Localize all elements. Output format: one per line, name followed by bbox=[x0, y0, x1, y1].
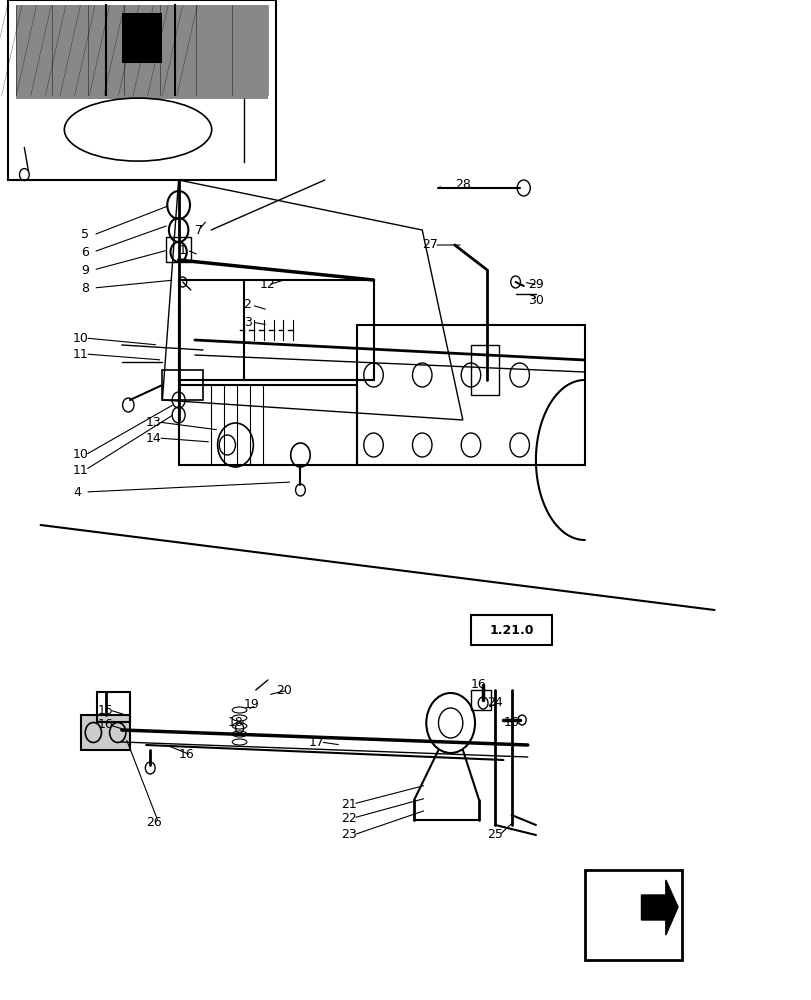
Bar bbox=[81, 715, 130, 750]
Text: 10: 10 bbox=[73, 448, 89, 462]
Text: 16: 16 bbox=[97, 718, 113, 732]
Text: 13: 13 bbox=[146, 416, 161, 428]
Text: 8: 8 bbox=[81, 282, 89, 294]
Text: 25: 25 bbox=[487, 828, 503, 842]
Text: 16: 16 bbox=[178, 748, 194, 762]
Bar bbox=[122, 13, 162, 63]
Text: 10: 10 bbox=[73, 332, 89, 344]
Text: 16: 16 bbox=[470, 678, 486, 692]
Text: 9: 9 bbox=[81, 263, 89, 276]
Text: 7: 7 bbox=[195, 224, 203, 236]
Text: 18: 18 bbox=[227, 716, 243, 728]
Bar bbox=[162, 370, 203, 400]
Text: 21: 21 bbox=[341, 798, 356, 810]
Text: 5: 5 bbox=[81, 229, 89, 241]
Text: 22: 22 bbox=[341, 812, 356, 824]
Bar bbox=[97, 692, 130, 722]
Text: 20: 20 bbox=[276, 684, 292, 696]
Bar bbox=[470, 345, 499, 395]
Text: 4: 4 bbox=[73, 486, 81, 498]
Polygon shape bbox=[641, 880, 677, 935]
Text: 24: 24 bbox=[487, 696, 502, 708]
Bar bbox=[470, 615, 551, 645]
Bar bbox=[178, 280, 373, 380]
Text: 6: 6 bbox=[81, 245, 89, 258]
FancyBboxPatch shape bbox=[16, 5, 268, 99]
Text: 28: 28 bbox=[454, 178, 470, 192]
Text: 26: 26 bbox=[146, 816, 161, 828]
Bar bbox=[584, 870, 681, 960]
Text: 19: 19 bbox=[243, 698, 259, 712]
Text: 29: 29 bbox=[527, 278, 543, 292]
Text: 11: 11 bbox=[73, 464, 88, 477]
Ellipse shape bbox=[64, 98, 212, 161]
Text: 15: 15 bbox=[97, 704, 114, 716]
Text: 23: 23 bbox=[341, 828, 356, 842]
Text: 14: 14 bbox=[146, 432, 161, 444]
Text: 1: 1 bbox=[178, 243, 187, 256]
Text: 12: 12 bbox=[260, 278, 275, 292]
Bar bbox=[166, 237, 191, 262]
Text: 16: 16 bbox=[503, 716, 518, 728]
Text: 11: 11 bbox=[73, 348, 88, 360]
Text: 2: 2 bbox=[243, 298, 251, 312]
Text: 3: 3 bbox=[243, 316, 251, 328]
Text: 30: 30 bbox=[527, 294, 543, 306]
Bar bbox=[470, 690, 491, 710]
Text: 27: 27 bbox=[422, 238, 438, 251]
Bar bbox=[357, 325, 584, 465]
Bar bbox=[178, 385, 357, 465]
Bar bbox=[8, 0, 276, 180]
Text: 1.21.0: 1.21.0 bbox=[489, 624, 533, 637]
Text: 17: 17 bbox=[308, 736, 324, 748]
